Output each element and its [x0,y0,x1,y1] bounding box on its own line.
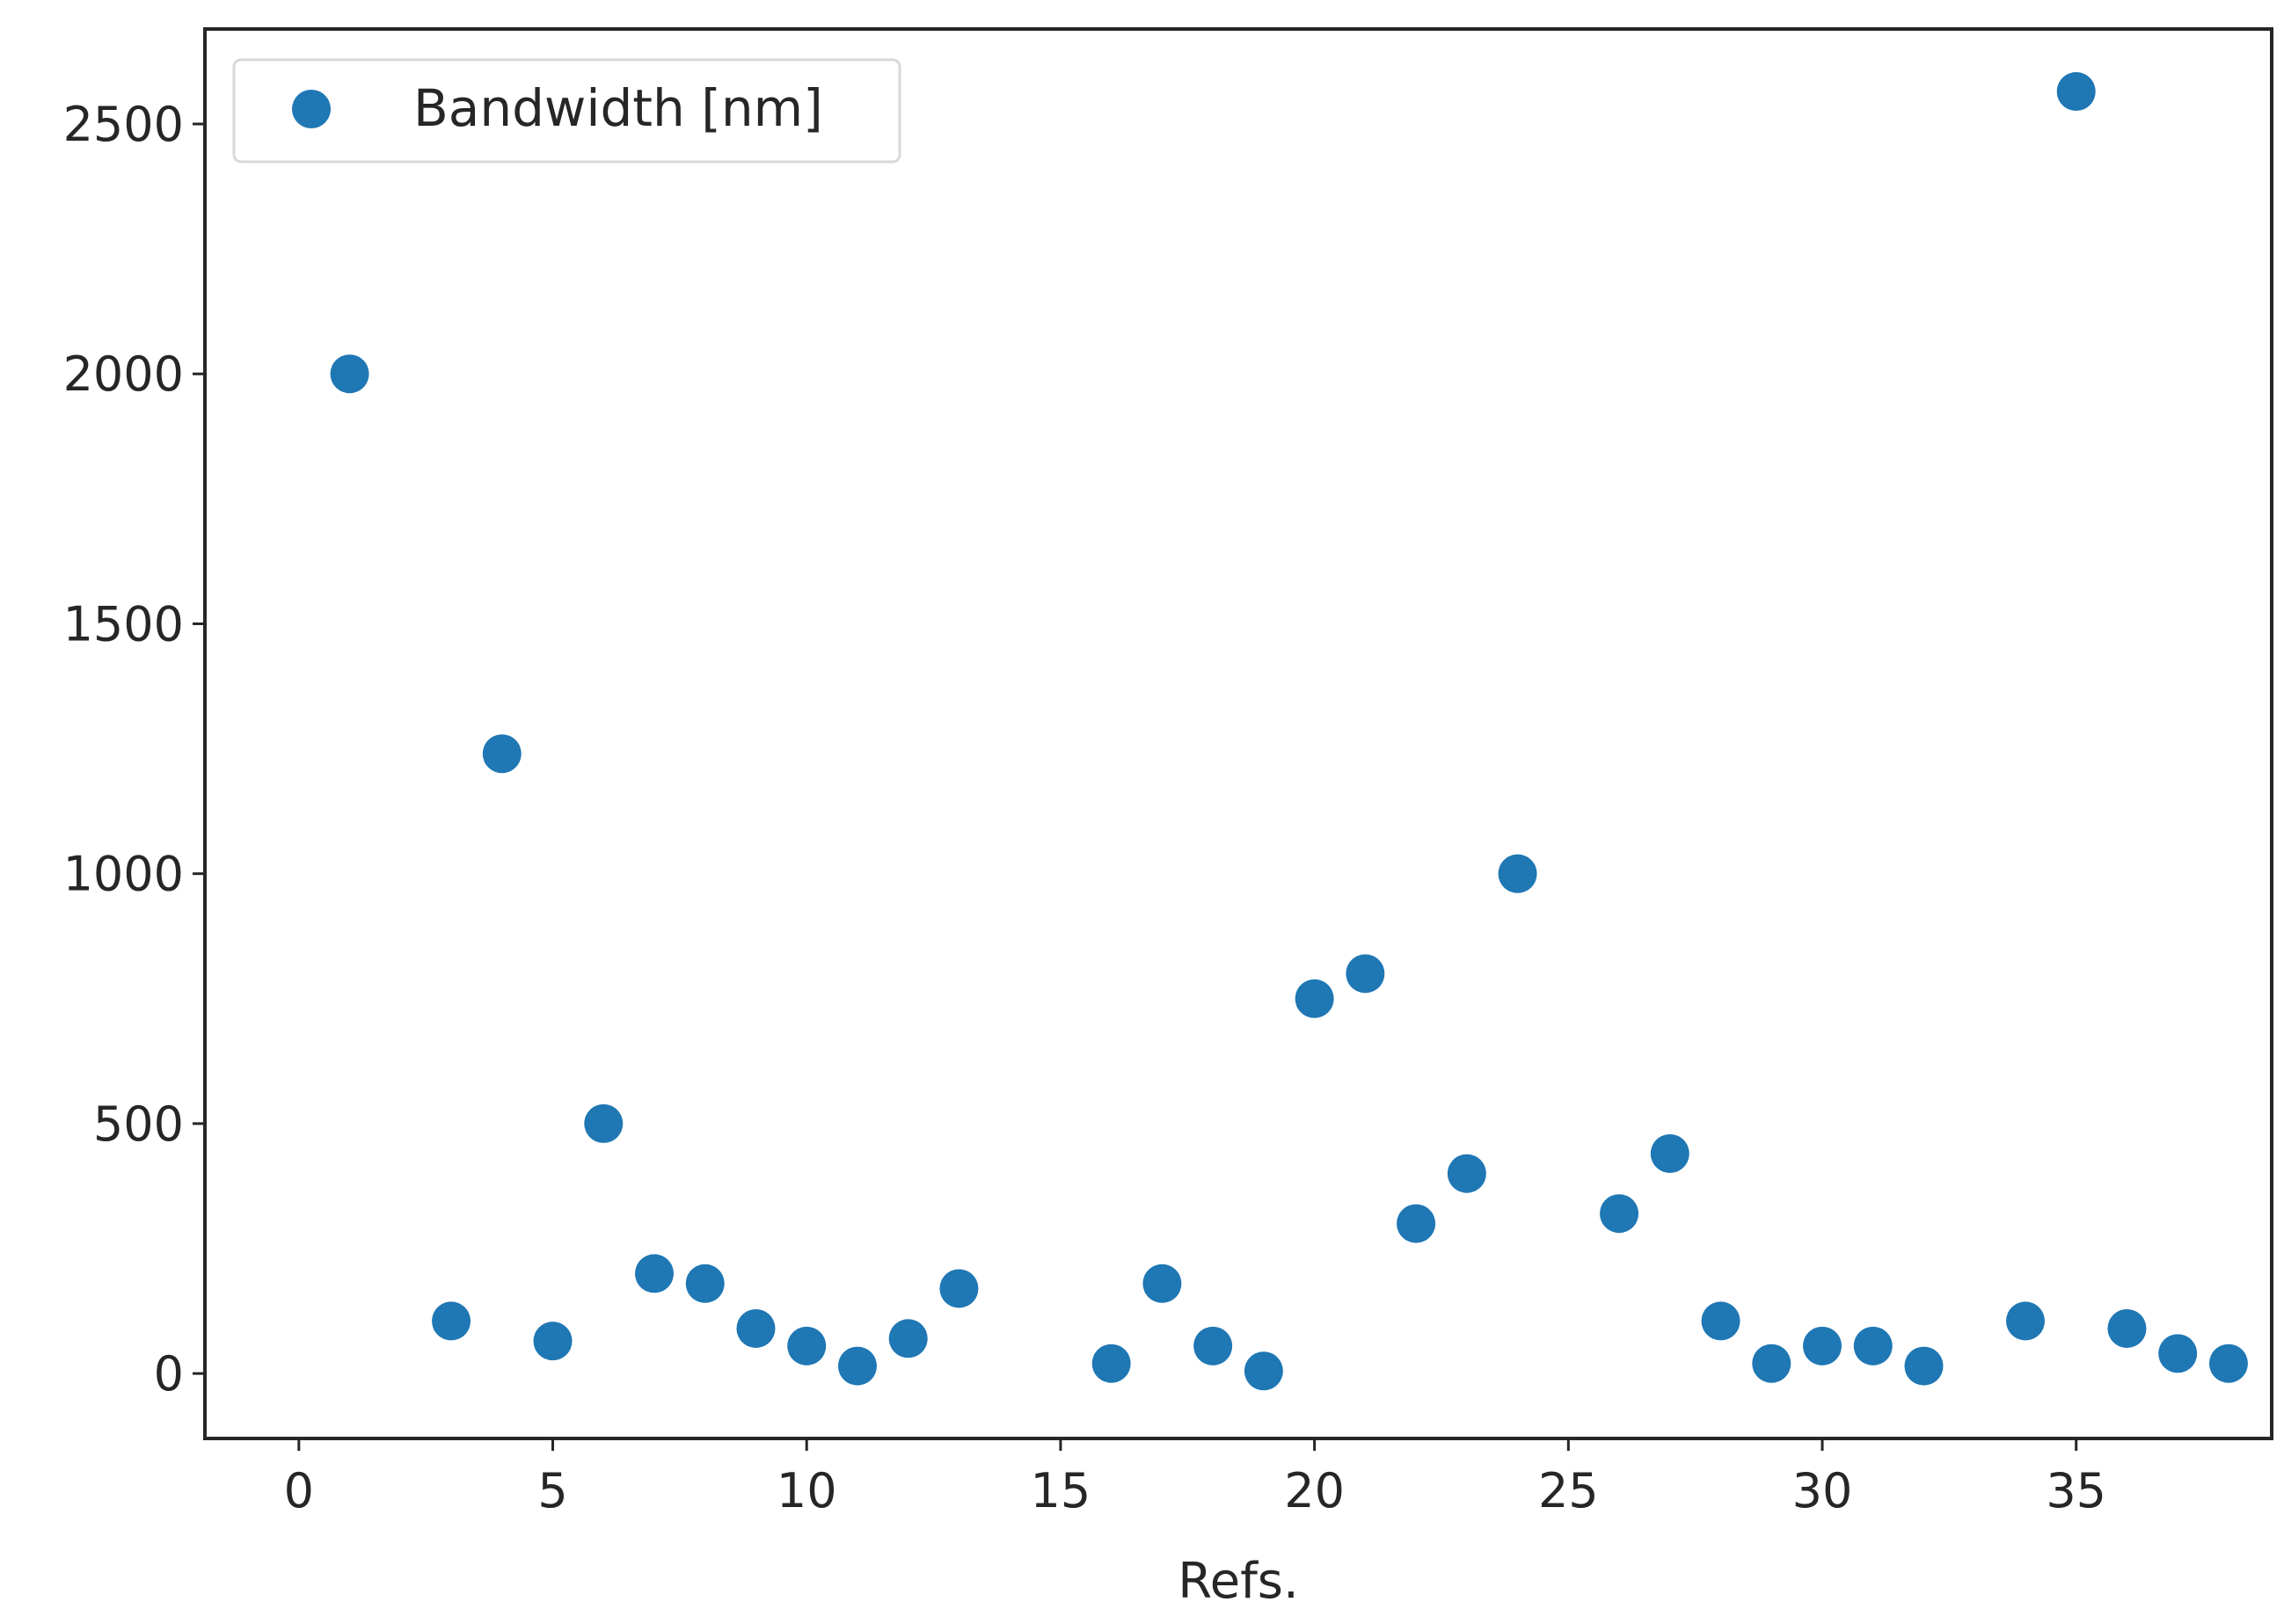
legend-marker [292,90,331,128]
data-point [533,1322,573,1361]
data-point [1142,1264,1182,1303]
data-point [1701,1301,1740,1341]
data-point [1904,1346,1944,1386]
data-point [1447,1154,1486,1193]
data-point [584,1103,624,1143]
data-point [1600,1194,1639,1234]
data-point [2005,1301,2045,1341]
data-point [1803,1326,1843,1365]
data-point [482,734,522,774]
plot-area [203,27,2273,1440]
data-point [888,1319,928,1358]
y-tick-label: 1500 [63,596,184,652]
legend-box [232,58,901,164]
legend-label: Bandwidth [nm] [413,78,823,138]
data-point [685,1264,725,1303]
data-point [1346,954,1385,994]
x-tick-label: 20 [1284,1463,1345,1518]
data-point [330,354,369,394]
x-tick-label: 30 [1792,1463,1853,1518]
x-tick-label: 25 [1538,1463,1599,1518]
data-point [2107,1308,2147,1348]
y-tick-label: 0 [154,1346,184,1402]
data-point [1752,1344,1791,1383]
x-tick-label: 15 [1031,1463,1091,1518]
data-point [1397,1204,1436,1243]
data-point [2208,1344,2248,1383]
data-point [939,1269,979,1308]
y-tick-label: 2500 [63,97,184,152]
data-point [1853,1326,1893,1365]
data-point [787,1326,827,1365]
data-point [2056,72,2096,112]
y-axis: 0 500 1000 1500 2000 2500 [63,97,205,1402]
data-point [1295,979,1334,1018]
data-point [837,1346,877,1386]
y-tick-label: 500 [93,1096,184,1152]
data-point [432,1301,471,1341]
data-point [634,1254,674,1293]
legend: Bandwidth [nm] [232,58,901,164]
x-axis-title: Refs. [1178,1553,1299,1610]
y-tick-label: 2000 [63,346,184,402]
x-tick-label: 10 [777,1463,837,1518]
data-point [1193,1326,1233,1365]
data-point [1498,854,1537,893]
data-point [1091,1344,1131,1383]
y-tick-label: 1000 [63,847,184,902]
x-tick-label: 35 [2046,1463,2106,1518]
x-tick-label: 5 [537,1463,567,1518]
data-point [1650,1133,1689,1173]
data-point [1244,1351,1283,1391]
data-point [2158,1334,2198,1373]
data-points [330,72,2248,1391]
x-tick-label: 0 [284,1463,314,1518]
x-axis: 0 5 10 15 20 25 30 35 [284,1438,2106,1518]
data-point [736,1308,776,1348]
